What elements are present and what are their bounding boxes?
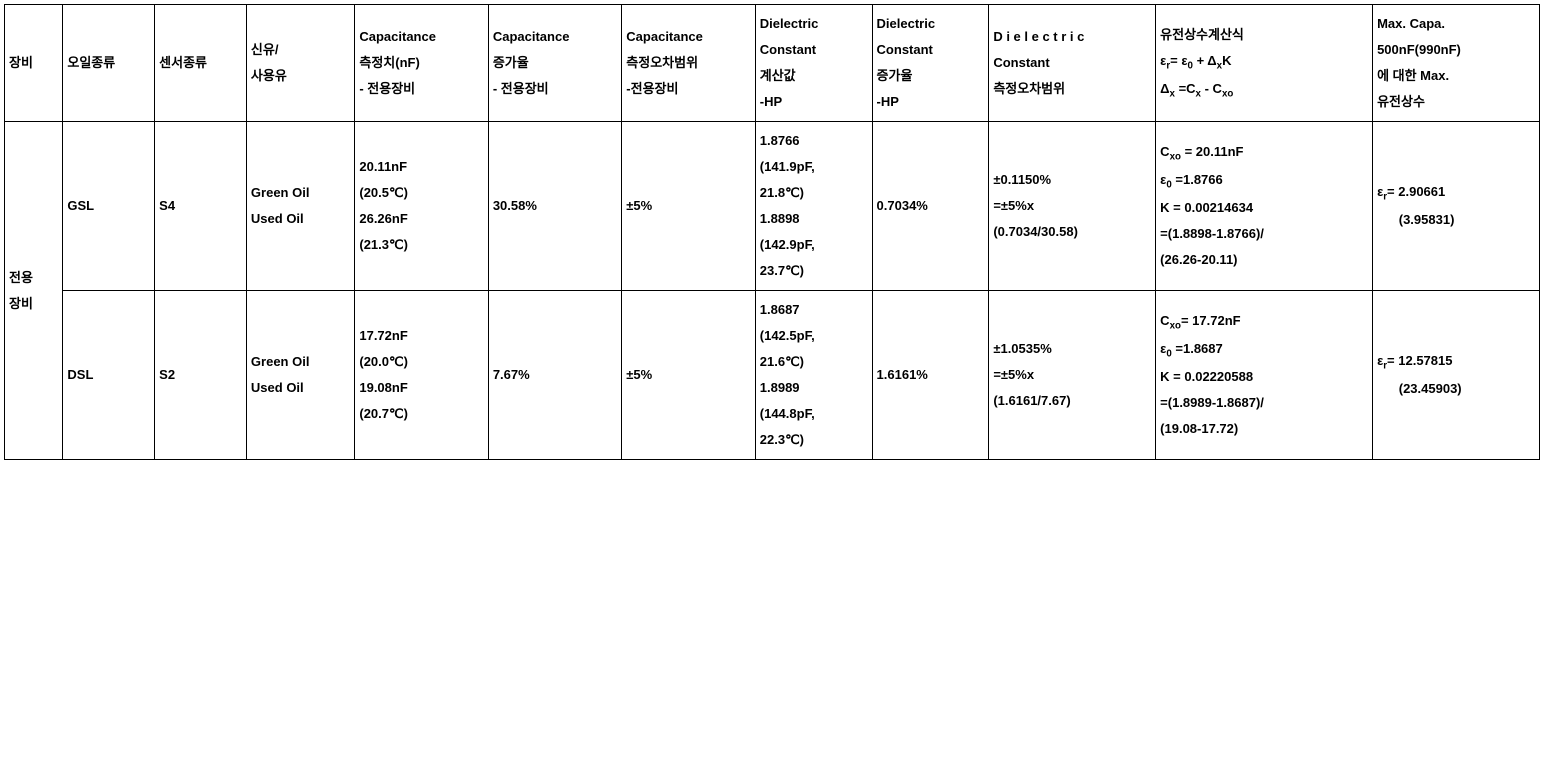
header-dielectric-error: D i e l e c t r i c Constant 측정오차범위 [989,5,1156,122]
header-capacitance-error: Capacitance 측정오차범위 -전용장비 [622,5,755,122]
header-equipment: 장비 [5,5,63,122]
sensor-type-cell: S4 [155,122,247,291]
cap-error-cell: ±5% [622,291,755,460]
dielectric-error-cell: ±1.0535% =±5%x (1.6161/7.67) [989,291,1156,460]
oil-state-cell: Green Oil Used Oil [246,122,354,291]
header-row: 장비 오일종류 센서종류 신유/ 사용유 Capacitance 측정치(nF)… [5,5,1540,122]
cap-increase-cell: 30.58% [488,122,621,291]
header-dielectric-increase: Dielectric Constant 증가율 -HP [872,5,989,122]
cap-error-cell: ±5% [622,122,755,291]
header-max-capa: Max. Capa. 500nF(990nF) 에 대한 Max. 유전상수 [1373,5,1540,122]
table-row: DSL S2 Green Oil Used Oil 17.72nF (20.0℃… [5,291,1540,460]
header-sensor-type: 센서종류 [155,5,247,122]
formula-cell: Cxo= 17.72nF ε0 =1.8687 K = 0.02220588 =… [1156,291,1373,460]
max-er-cell: εr= 2.90661 (3.95831) [1373,122,1540,291]
dielectric-error-cell: ±0.1150% =±5%x (0.7034/30.58) [989,122,1156,291]
dielectric-data-table: 장비 오일종류 센서종류 신유/ 사용유 Capacitance 측정치(nF)… [4,4,1540,460]
header-capacitance-increase: Capacitance 증가율 - 전용장비 [488,5,621,122]
cap-increase-cell: 7.67% [488,291,621,460]
header-oil-type: 오일종류 [63,5,155,122]
dielectric-increase-cell: 1.6161% [872,291,989,460]
equipment-cell: 전용 장비 [5,122,63,460]
header-dielectric-calc: Dielectric Constant 계산값 -HP [755,5,872,122]
header-formula: 유전상수계산식 εr= ε0 + ΔxK Δx =Cx - Cxo [1156,5,1373,122]
capacitance-cell: 20.11nF (20.5℃) 26.26nF (21.3℃) [355,122,488,291]
formula-cell: Cxo = 20.11nF ε0 =1.8766 K = 0.00214634 … [1156,122,1373,291]
max-er-cell: εr= 12.57815 (23.45903) [1373,291,1540,460]
oil-state-cell: Green Oil Used Oil [246,291,354,460]
oil-type-cell: DSL [63,291,155,460]
dielectric-calc-cell: 1.8687 (142.5pF, 21.6℃) 1.8989 (144.8pF,… [755,291,872,460]
oil-type-cell: GSL [63,122,155,291]
dielectric-calc-cell: 1.8766 (141.9pF, 21.8℃) 1.8898 (142.9pF,… [755,122,872,291]
table-row: 전용 장비 GSL S4 Green Oil Used Oil 20.11nF … [5,122,1540,291]
header-oil-state: 신유/ 사용유 [246,5,354,122]
dielectric-increase-cell: 0.7034% [872,122,989,291]
sensor-type-cell: S2 [155,291,247,460]
header-capacitance-value: Capacitance 측정치(nF) - 전용장비 [355,5,488,122]
capacitance-cell: 17.72nF (20.0℃) 19.08nF (20.7℃) [355,291,488,460]
